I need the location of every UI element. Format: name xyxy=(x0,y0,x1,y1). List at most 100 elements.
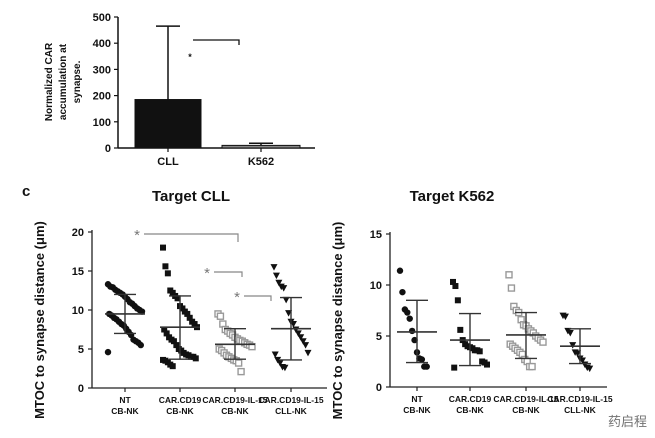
x-tick-label: CB-NK xyxy=(456,405,484,415)
data-point-triangle xyxy=(302,342,310,349)
significance-bracket xyxy=(193,39,240,45)
y-tick-label: 100 xyxy=(93,117,111,129)
y-tick-label: 400 xyxy=(93,38,111,50)
y-tick-label: 300 xyxy=(93,64,111,76)
series-nt-cb-nk xyxy=(396,267,437,370)
data-point-triangle xyxy=(280,285,288,292)
data-point-square xyxy=(450,278,456,285)
data-point-square xyxy=(162,263,169,270)
x-tick-label: CAR.CD19-IL-15 xyxy=(258,395,323,405)
data-point-triangle xyxy=(270,264,278,271)
data-point-square xyxy=(169,363,176,370)
significance-bracket xyxy=(144,233,239,242)
x-tick-label: CB-NK xyxy=(111,406,139,416)
data-point-triangle xyxy=(566,329,574,337)
data-point-square xyxy=(161,326,168,333)
x-tick-label: CLL-NK xyxy=(275,406,307,416)
significance-bracket xyxy=(214,271,243,277)
watermark: 药启程 xyxy=(607,414,647,429)
data-point-circle xyxy=(423,363,430,370)
data-point-square xyxy=(160,244,166,251)
data-point-open-square xyxy=(528,362,536,371)
data-point-square xyxy=(174,295,181,302)
data-point-circle xyxy=(399,288,406,296)
data-point-triangle xyxy=(586,365,594,373)
series-car-cd19-cb-nk xyxy=(450,278,490,371)
x-tick-label: NT xyxy=(119,395,131,405)
data-point-square xyxy=(476,348,483,355)
x-tick-label: CAR.CD19 xyxy=(449,394,492,404)
chart-title: Target CLL xyxy=(152,188,230,205)
y-tick-label: 0 xyxy=(376,382,382,394)
data-point-triangle xyxy=(304,349,312,357)
y-tick-label: 500 xyxy=(93,12,111,24)
data-point-circle xyxy=(408,327,416,335)
y-axis-label: synapse. xyxy=(72,60,83,103)
significance-star: * xyxy=(188,52,192,62)
y-tick-label: 15 xyxy=(72,266,84,278)
data-point-circle xyxy=(418,356,426,363)
data-point-open-square xyxy=(237,367,245,376)
series-car-cd19-il-15-cll-nk xyxy=(270,264,312,372)
data-point-square xyxy=(169,289,176,296)
x-tick-label: CAR.CD19-IL-15 xyxy=(493,394,558,404)
data-point-square xyxy=(173,342,180,349)
data-point-circle xyxy=(411,336,418,344)
x-tick-label: CAR.CD19-IL-15 xyxy=(202,395,267,405)
y-tick-label: 10 xyxy=(370,280,382,292)
bar-k562 xyxy=(221,144,301,149)
data-point-square xyxy=(192,355,199,362)
data-point-triangle xyxy=(294,330,302,337)
data-point-square xyxy=(170,338,177,345)
data-point-square xyxy=(186,314,193,321)
data-point-square xyxy=(179,305,186,312)
data-point-triangle xyxy=(282,296,290,304)
significance-star: * xyxy=(134,227,140,244)
data-point-square xyxy=(484,361,490,368)
data-point-open-square xyxy=(234,359,243,367)
data-point-triangle xyxy=(275,279,283,287)
y-tick-label: 10 xyxy=(72,305,84,317)
series-car-cd19-il-15-cb-nk xyxy=(505,271,547,371)
data-point-triangle xyxy=(272,272,280,280)
data-point-triangle xyxy=(561,313,569,321)
data-point-square xyxy=(452,283,459,290)
y-axis-label: accumulation at xyxy=(58,43,69,120)
data-point-triangle xyxy=(281,364,289,372)
x-tick-label: CB-NK xyxy=(166,406,194,416)
data-point-open-square xyxy=(507,284,516,292)
y-tick-label: 0 xyxy=(78,383,84,395)
series-car-cd19-cb-nk xyxy=(160,244,200,370)
data-point-square xyxy=(454,297,461,304)
data-point-square xyxy=(191,321,198,328)
data-point-circle xyxy=(404,309,411,316)
y-axis-label: MTOC to synapse distance (μm) xyxy=(32,221,47,419)
x-tick-label: CB-NK xyxy=(512,405,540,415)
y-tick-label: 5 xyxy=(78,344,84,356)
chart-title: Target K562 xyxy=(410,188,495,205)
y-tick-label: 20 xyxy=(72,227,84,239)
x-tick-label: CB-NK xyxy=(221,406,249,416)
data-point-open-square xyxy=(216,312,225,320)
data-point-triangle xyxy=(297,334,305,341)
data-point-circle xyxy=(137,341,144,349)
series-nt-cb-nk xyxy=(104,281,146,356)
x-tick-label: CAR.CD19 xyxy=(159,395,202,405)
significance-star: * xyxy=(204,265,210,282)
data-point-open-square xyxy=(505,271,513,279)
x-tick-label: CAR.CD19-IL-15 xyxy=(547,394,612,404)
data-point-square xyxy=(451,364,458,371)
data-point-circle xyxy=(104,348,112,356)
bar-cll xyxy=(134,99,202,149)
significance-bracket xyxy=(244,295,272,301)
significance-star: * xyxy=(234,289,240,306)
data-point-triangle xyxy=(299,338,307,345)
data-point-triangle xyxy=(276,360,284,367)
data-point-square xyxy=(457,326,464,333)
data-point-open-square xyxy=(539,338,547,346)
data-point-square xyxy=(184,310,191,317)
y-tick-label: 15 xyxy=(370,229,382,241)
x-tick-label: NT xyxy=(411,394,423,404)
data-point-triangle xyxy=(271,351,279,358)
